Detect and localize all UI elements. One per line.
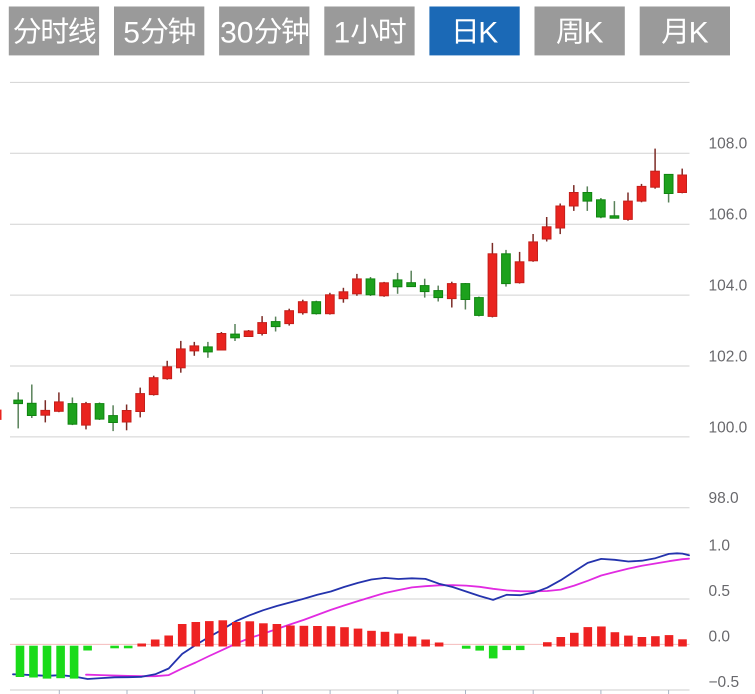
svg-text:102.0: 102.0 — [709, 348, 748, 365]
svg-text:100.0: 100.0 — [709, 419, 748, 436]
svg-text:0.0: 0.0 — [709, 629, 731, 646]
svg-text:K: K — [478, 16, 498, 49]
svg-text:106.0: 106.0 — [709, 207, 748, 224]
svg-text:108.0: 108.0 — [709, 136, 748, 153]
svg-text:1: 1 — [334, 16, 351, 49]
svg-text:1.0: 1.0 — [709, 537, 731, 554]
svg-text:K: K — [583, 16, 603, 49]
svg-text:K: K — [689, 16, 709, 49]
svg-text:30: 30 — [220, 16, 253, 49]
svg-text:0.5: 0.5 — [709, 583, 731, 600]
svg-text:104.0: 104.0 — [709, 278, 748, 295]
svg-text:−0.5: −0.5 — [709, 674, 740, 691]
svg-text:5: 5 — [123, 16, 140, 49]
svg-text:98.0: 98.0 — [709, 490, 740, 507]
